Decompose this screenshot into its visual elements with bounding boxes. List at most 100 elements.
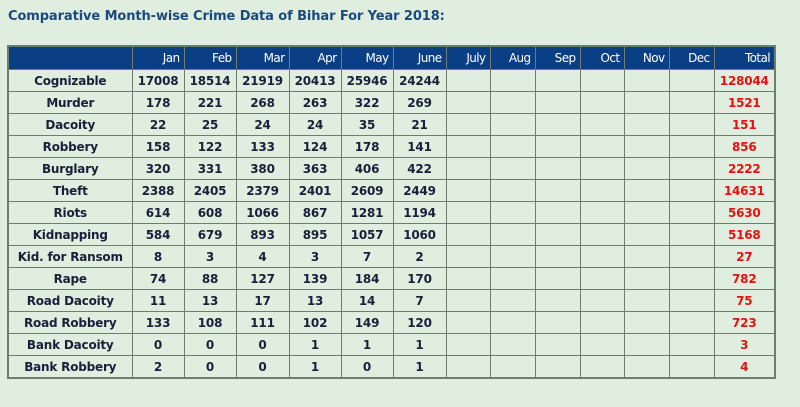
- table-row: Burglary 320 331 380 363 406 422 2222: [7, 157, 776, 180]
- month-cell: [579, 113, 625, 136]
- month-cell: 608: [183, 201, 237, 224]
- month-cell: 21919: [235, 69, 290, 92]
- total-cell: 4: [713, 355, 776, 379]
- month-cell: [445, 333, 491, 356]
- row-label: Bank Robbery: [7, 355, 133, 379]
- month-cell: [489, 311, 536, 334]
- month-cell: [668, 113, 715, 136]
- row-label: Rape: [7, 267, 133, 290]
- month-cell: 35: [340, 113, 394, 136]
- month-cell: 120: [392, 311, 447, 334]
- month-cell: 25: [183, 113, 237, 136]
- month-cell: [489, 179, 536, 202]
- month-cell: [623, 157, 670, 180]
- month-cell: 0: [183, 355, 237, 379]
- month-cell: [668, 355, 715, 379]
- month-cell: [579, 245, 625, 268]
- month-cell: [489, 289, 536, 312]
- table-row: Robbery 158 122 133 124 178 141 856: [7, 135, 776, 158]
- month-cell: [623, 69, 670, 92]
- month-cell: 422: [392, 157, 447, 180]
- column-header-mar: Mar: [235, 46, 290, 70]
- table-row: Cognizable 17008 18514 21919 20413 25946 24244…: [7, 69, 776, 92]
- total-cell: 723: [713, 311, 776, 334]
- month-cell: 7: [392, 289, 447, 312]
- month-cell: [623, 289, 670, 312]
- month-cell: 141: [392, 135, 447, 158]
- column-header-apr: Apr: [288, 46, 342, 70]
- month-cell: [445, 69, 491, 92]
- month-cell: [579, 311, 625, 334]
- month-cell: [623, 355, 670, 379]
- month-cell: 184: [340, 267, 394, 290]
- month-cell: [534, 91, 581, 114]
- month-cell: 170: [392, 267, 447, 290]
- row-label: Bank Dacoity: [7, 333, 133, 356]
- month-cell: [623, 311, 670, 334]
- month-cell: [623, 201, 670, 224]
- month-cell: [668, 333, 715, 356]
- month-cell: [623, 223, 670, 246]
- table-row: Kidnapping 584 679 893 895 1057 1060 5168: [7, 223, 776, 246]
- month-cell: 88: [183, 267, 237, 290]
- month-cell: 1057: [340, 223, 394, 246]
- month-cell: [445, 179, 491, 202]
- column-header-jan: Jan: [131, 46, 185, 70]
- month-cell: 1066: [235, 201, 290, 224]
- month-cell: 14: [340, 289, 394, 312]
- total-cell: 14631: [713, 179, 776, 202]
- month-cell: [489, 113, 536, 136]
- month-cell: [534, 69, 581, 92]
- column-header-oct: Oct: [579, 46, 625, 70]
- month-cell: [668, 311, 715, 334]
- month-cell: [579, 157, 625, 180]
- month-cell: [579, 179, 625, 202]
- month-cell: [489, 267, 536, 290]
- month-cell: [445, 135, 491, 158]
- row-label: Burglary: [7, 157, 133, 180]
- row-label: Theft: [7, 179, 133, 202]
- month-cell: [623, 135, 670, 158]
- month-cell: 2: [392, 245, 447, 268]
- table-row: Dacoity 22 25 24 24 35 21 151: [7, 113, 776, 136]
- month-cell: 149: [340, 311, 394, 334]
- month-cell: [579, 91, 625, 114]
- month-cell: [534, 201, 581, 224]
- month-cell: 13: [183, 289, 237, 312]
- total-cell: 75: [713, 289, 776, 312]
- month-cell: [489, 223, 536, 246]
- month-cell: 18514: [183, 69, 237, 92]
- month-cell: [489, 333, 536, 356]
- month-cell: [445, 267, 491, 290]
- total-cell: 27: [713, 245, 776, 268]
- month-cell: 0: [183, 333, 237, 356]
- month-cell: 21: [392, 113, 447, 136]
- month-cell: 139: [288, 267, 342, 290]
- month-cell: 3: [183, 245, 237, 268]
- month-cell: [534, 267, 581, 290]
- row-label: Kid. for Ransom: [7, 245, 133, 268]
- month-cell: [534, 157, 581, 180]
- month-cell: [579, 201, 625, 224]
- month-cell: 4: [235, 245, 290, 268]
- month-cell: [489, 91, 536, 114]
- column-header-sep: Sep: [534, 46, 581, 70]
- month-cell: 2379: [235, 179, 290, 202]
- table-row: Road Dacoity 11 13 17 13 14 7 75: [7, 289, 776, 312]
- month-cell: 2401: [288, 179, 342, 202]
- column-header-july: July: [445, 46, 491, 70]
- month-cell: 178: [340, 135, 394, 158]
- month-cell: [489, 135, 536, 158]
- month-cell: [623, 333, 670, 356]
- month-cell: [534, 113, 581, 136]
- month-cell: 268: [235, 91, 290, 114]
- header-blank: [7, 46, 133, 70]
- month-cell: [668, 69, 715, 92]
- month-cell: [445, 355, 491, 379]
- month-cell: [579, 223, 625, 246]
- column-header-dec: Dec: [668, 46, 715, 70]
- month-cell: [534, 245, 581, 268]
- month-cell: [579, 355, 625, 379]
- month-cell: [445, 113, 491, 136]
- month-cell: 8: [131, 245, 185, 268]
